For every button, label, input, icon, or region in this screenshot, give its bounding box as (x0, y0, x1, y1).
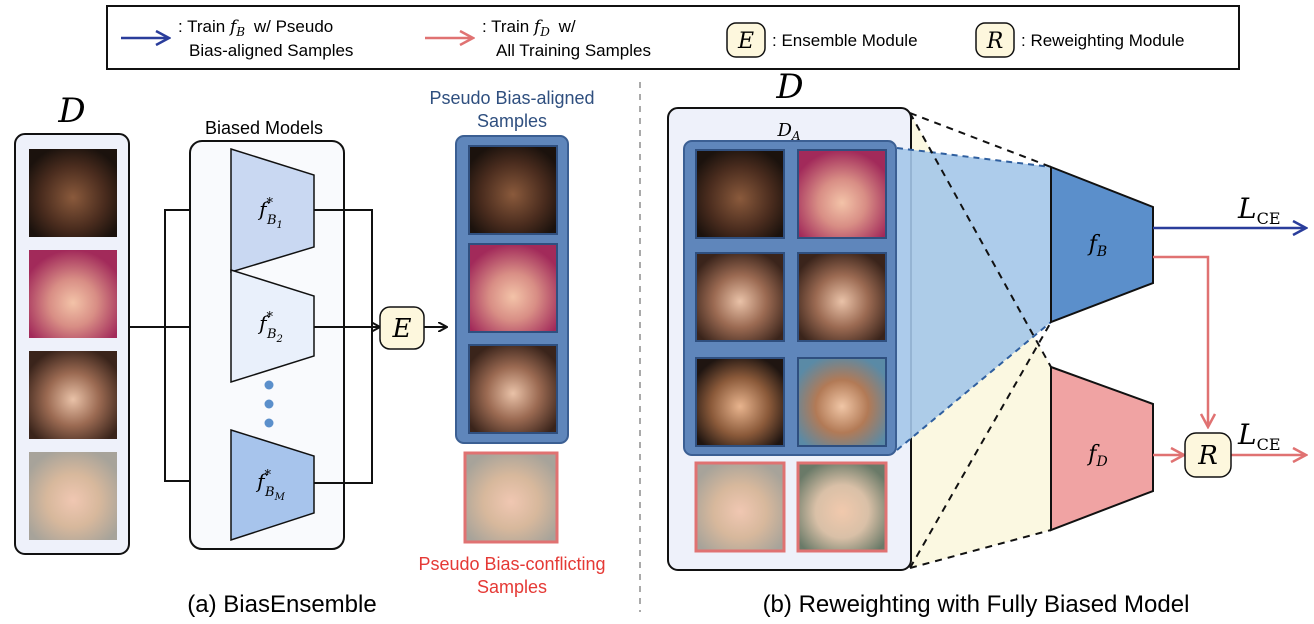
loss-subscript: CE (1257, 435, 1281, 454)
svg-text:: Train fB w/: : Train fB w/ Pseudo (178, 17, 333, 40)
ensemble-symbol: E (392, 314, 412, 344)
face-image (29, 452, 117, 540)
biased-models-title: Biased Models (205, 118, 323, 138)
dataset-column (14, 133, 130, 555)
svg-text:LCE: LCE (1237, 418, 1281, 454)
subset-symbol: D (776, 120, 792, 141)
face-image (468, 344, 558, 434)
legend-fd-line2: All Training Samples (496, 41, 651, 60)
svg-text:f*BM: f* BM (255, 468, 285, 503)
fb-subscript: B (1096, 244, 1107, 260)
model-superscript: * (265, 468, 272, 483)
dataset-symbol-b: D (775, 67, 803, 107)
face-image (796, 461, 888, 553)
face-image (797, 149, 887, 239)
model-index: M (274, 492, 286, 503)
model-superscript: * (266, 310, 273, 325)
biased-model-1: f* B1 (230, 147, 315, 274)
fd-subscript: D (1095, 454, 1107, 470)
panel-b: D DA fB (667, 67, 1305, 618)
loss-symbol: L (1237, 192, 1257, 225)
aligned-title-line1: Pseudo Bias-aligned (429, 88, 594, 108)
legend-ensemble-symbol: E (737, 29, 754, 54)
svg-text:f*B2: f* B2 (257, 310, 283, 345)
projection-edge (896, 321, 1052, 451)
legend-train-label-2: : Train (482, 17, 529, 36)
reweight-symbol: R (1197, 441, 1218, 471)
legend-ensemble-label: : Ensemble Module (772, 31, 918, 50)
face-image (694, 461, 786, 553)
projection-to-fb (897, 148, 1051, 450)
conflicting-face-image (463, 451, 559, 544)
face-image (29, 351, 117, 439)
dataset-faces (29, 149, 117, 540)
legend: : Train fB w/ Pseudo Bias-aligned Sample… (106, 5, 1240, 70)
projection-edge (896, 147, 1052, 168)
model-index: 2 (276, 334, 283, 345)
fb-to-reweight-arrow (1153, 255, 1208, 426)
legend-item-reweighting: R : Reweighting Module (975, 22, 1184, 58)
legend-train-label: : Train (178, 17, 225, 36)
aligned-faces (468, 145, 558, 434)
panel-a: D Biased Models f* B1 f* B2 (14, 88, 606, 618)
model-index: 1 (277, 220, 283, 231)
legend-fd-subscript: D (539, 25, 550, 39)
legend-fb-line2: Bias-aligned Samples (189, 41, 353, 60)
subset-subscript: A (791, 129, 801, 143)
biased-model-m: f* BM (230, 428, 315, 542)
face-image (29, 149, 117, 237)
face-image (695, 357, 785, 447)
svg-text:LCE: LCE (1237, 192, 1281, 228)
ensemble-module-icon (726, 22, 766, 58)
face-image (695, 149, 785, 239)
output-connectors (314, 209, 446, 484)
caption-b: (b) Reweighting with Fully Biased Model (763, 591, 1190, 618)
svg-text:f*B1: f* B1 (257, 196, 283, 231)
svg-text:: Train fD w/: : Train fD w/ (482, 17, 576, 40)
legend-box (106, 5, 1240, 70)
subset-faces (695, 149, 887, 447)
legend-fb-tail: w/ Pseudo (253, 17, 333, 36)
cone-edges (909, 112, 1052, 569)
model-fb (1050, 165, 1154, 324)
conflicting-faces (694, 461, 888, 553)
face-image (797, 357, 887, 447)
face-image (797, 252, 887, 342)
model-fd (1050, 365, 1154, 532)
model-subscript: B (266, 213, 277, 228)
legend-item-ensemble: E : Ensemble Module (726, 22, 918, 58)
encoder-trapezoid (230, 147, 315, 274)
loss-symbol: L (1237, 418, 1257, 451)
reweighting-module-icon (975, 22, 1015, 58)
legend-fd-symbol: f (532, 17, 543, 37)
legend-item-train-fb: : Train fB w/ Pseudo Bias-aligned Sample… (121, 17, 353, 60)
conflicting-title-line2: Samples (477, 577, 547, 597)
encoder-trapezoid (230, 428, 315, 542)
model-subscript: B (264, 485, 275, 500)
model-superscript: * (266, 196, 273, 211)
loss-subscript: CE (1257, 209, 1281, 228)
dataset-symbol-a: D (57, 91, 85, 131)
face-image (29, 250, 117, 338)
legend-fb-subscript: B (235, 25, 245, 39)
face-image (468, 145, 558, 235)
ensemble-module (379, 306, 425, 350)
legend-item-train-fd: : Train fD w/ All Training Samples (425, 17, 651, 60)
reweighting-module (1184, 432, 1232, 478)
caption-a: (a) BiasEnsemble (187, 591, 376, 618)
ellipsis-dots (264, 380, 274, 428)
model-subscript: B (266, 327, 277, 342)
legend-fd-tail: w/ (558, 17, 576, 36)
aligned-title-line2: Samples (477, 111, 547, 131)
legend-reweight-label: : Reweighting Module (1021, 31, 1184, 50)
legend-fb-symbol: f (228, 17, 239, 37)
conflicting-title-line1: Pseudo Bias-conflicting (418, 554, 605, 574)
face-image (468, 243, 558, 333)
svg-text:DA: DA (776, 120, 800, 143)
legend-reweight-symbol: R (986, 29, 1004, 54)
encoder-trapezoid (230, 268, 315, 384)
biased-model-2: f* B2 (230, 268, 315, 384)
face-image (695, 252, 785, 342)
